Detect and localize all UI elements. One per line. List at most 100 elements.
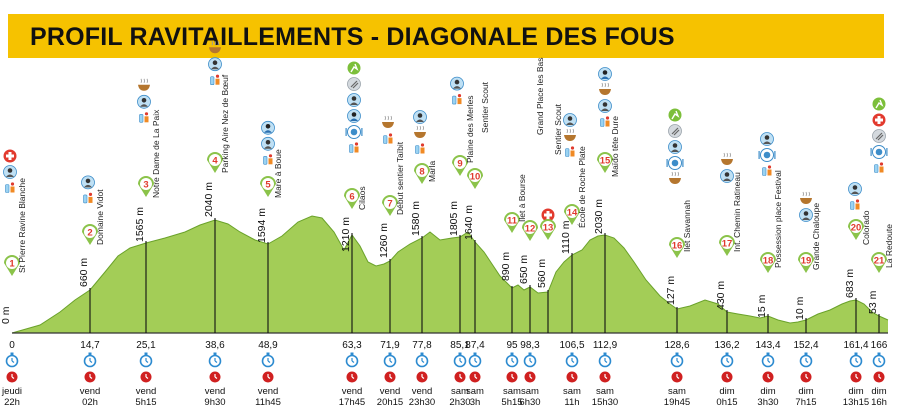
plate-center [671,159,679,167]
station-number: 10 [470,171,481,182]
station-marker-center [384,197,396,209]
station-day: sam [451,386,469,397]
station-km: 48,9 [258,340,278,351]
volunteer-icon [208,57,222,72]
station-13: 13 Sentier Scout 560 m [536,103,563,333]
cup [388,137,393,144]
station-day: dim [798,386,813,397]
station-time: 0h15 [716,397,737,408]
drink-icon [349,142,359,153]
station-marker-center [84,226,96,238]
fruit [570,146,575,150]
bottle [762,167,767,176]
bowl [599,89,611,95]
head [567,116,573,121]
station-marker-center [850,221,862,233]
cup [10,186,15,193]
medical-icon-cross-h [6,154,14,158]
knife [682,159,684,167]
medical-icon [872,113,886,127]
timer-hands [459,358,463,363]
station-day: jeudi [1,386,22,397]
drink-icon [850,199,860,210]
station-altitude: 2030 m [593,199,605,234]
timer-top [804,352,808,355]
drink-icon [139,112,149,123]
bottle [452,95,457,105]
station-time: 15h30 [592,397,618,408]
timer-hands [145,358,149,363]
timer-hands [351,358,355,363]
timer-hands [676,358,680,363]
title-banner: PROFIL RAVITAILLEMENTS - DIAGONALE DES F… [8,14,884,58]
clock-icon [209,371,221,383]
station-day: vend [258,386,279,397]
clock-hands [767,374,771,379]
station-altitude: 1260 m [378,223,390,258]
bowl [800,198,812,204]
soup-icon [382,115,394,128]
station-marker-center [506,214,518,226]
station-time: 17h45 [339,397,365,408]
drink-icon [600,116,610,127]
timer-icon [505,352,519,368]
drink-icon [383,133,393,144]
finish-icon [872,97,886,111]
timer-top [10,352,14,355]
clock-icon [566,371,578,383]
bottle [83,194,88,204]
clock-icon [6,371,18,383]
fruit [268,154,273,158]
fruit [767,165,772,169]
station-day: sam [503,386,521,397]
station-day: vend [342,386,363,397]
station-number: 5 [265,179,271,190]
head [265,124,271,129]
clock-icon [140,371,152,383]
station-marker-center [469,170,481,182]
elevation-outline [11,215,889,334]
station-altitude: 1565 m [134,207,146,242]
timer-top [877,352,881,355]
bowl [669,178,681,184]
meal-icon [870,145,888,159]
station-name: Grand Place les Bas [535,58,545,135]
station-name: Marla [427,160,437,182]
bottle [415,145,420,154]
timer-top [420,352,424,355]
station-time: 5h15 [501,397,522,408]
body [851,191,859,194]
station-altitude: 1110 m [560,220,572,254]
station-altitude: 2040 m [203,182,215,217]
station-time: 16h [871,397,887,408]
station-km: 152,4 [793,340,818,351]
sport-icon [668,108,682,122]
clock-icon [721,371,733,383]
fruit [420,143,425,147]
soup-icon [209,41,221,54]
station-name: Domaine Vidot [95,189,105,245]
timer-hands [529,358,533,363]
station-km: 85,1 [450,340,470,351]
clock-hands [855,374,859,379]
station-marker-center [209,154,221,166]
station-marker-center [721,237,733,249]
clock-icon [506,371,518,383]
clock-icon [454,371,466,383]
station-number: 11 [507,215,518,226]
station-time: 20h15 [377,397,403,408]
station-km: 77,8 [412,340,432,351]
station-4: 4 Parking Aire Nez de Bœuf 2040 m 38,6 vend9… [203,74,230,408]
timer-icon [139,352,153,368]
timer-icon [415,352,429,368]
timer-icon [761,352,775,368]
massage-icon [872,129,886,143]
medical-icon [3,149,17,163]
timer-top [388,352,392,355]
